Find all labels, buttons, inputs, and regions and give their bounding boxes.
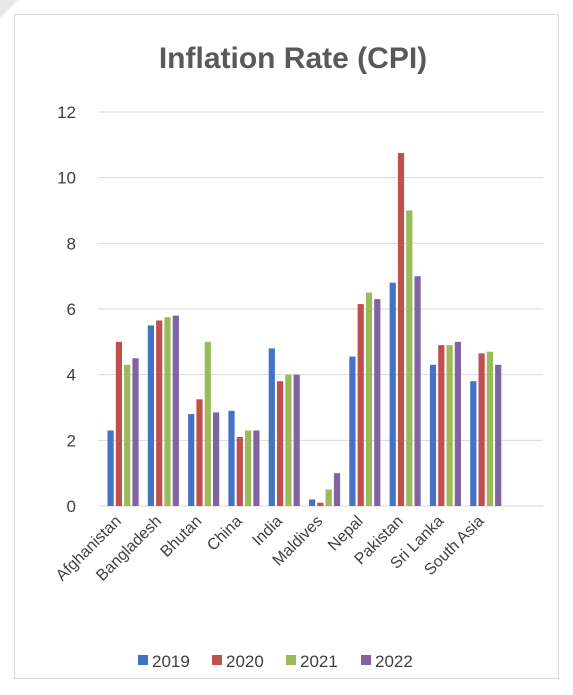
bar-china-2019 — [228, 410, 235, 506]
chart-title: Inflation Rate (CPI) — [159, 42, 427, 75]
bar-china-2021 — [245, 430, 252, 506]
legend-label-2022: 2022 — [375, 652, 413, 671]
bar-sri-lanka-2021 — [446, 345, 453, 506]
bar-pakistan-2022 — [414, 276, 421, 506]
bar-nepal-2020 — [357, 304, 364, 506]
bars — [107, 153, 502, 506]
bar-maldives-2020 — [317, 502, 324, 506]
bar-nepal-2019 — [349, 356, 356, 506]
bar-bhutan-2019 — [188, 414, 195, 506]
bar-bangladesh-2022 — [172, 315, 179, 506]
legend-swatch-2021 — [286, 655, 296, 665]
bar-bangladesh-2021 — [164, 317, 171, 506]
legend-swatch-2022 — [361, 655, 371, 665]
gridlines — [98, 111, 543, 507]
bar-india-2020 — [277, 381, 284, 506]
legend-swatch-2020 — [212, 655, 222, 665]
chart-frame — [14, 14, 559, 679]
bar-pakistan-2020 — [397, 153, 405, 506]
bar-maldives-2021 — [325, 489, 332, 506]
bar-sri-lanka-2022 — [454, 341, 461, 506]
corner-fold — [0, 0, 18, 18]
x-tick-label: China — [204, 513, 246, 555]
bar-pakistan-2021 — [406, 210, 413, 506]
x-tick-label: India — [249, 513, 286, 550]
y-tick-label: 8 — [67, 234, 76, 253]
bar-maldives-2019 — [309, 499, 316, 506]
bar-south-asia-2020 — [478, 353, 485, 506]
bar-bhutan-2020 — [196, 399, 203, 506]
y-axis-ticks: 0 2 4 6 8 10 12 — [57, 103, 76, 516]
bar-india-2022 — [293, 374, 300, 506]
bar-pakistan-2019 — [389, 282, 396, 506]
y-tick-label: 2 — [67, 431, 76, 450]
bar-nepal-2022 — [374, 299, 381, 506]
bar-bhutan-2022 — [213, 412, 220, 506]
bar-bhutan-2021 — [204, 341, 211, 506]
bar-maldives-2022 — [333, 473, 341, 506]
y-tick-label: 12 — [57, 103, 76, 122]
legend-label-2019: 2019 — [152, 652, 190, 671]
bar-india-2021 — [285, 374, 292, 506]
bar-nepal-2021 — [365, 292, 373, 506]
y-tick-label: 0 — [67, 497, 76, 516]
legend-label-2021: 2021 — [300, 652, 338, 671]
bar-china-2020 — [236, 437, 243, 506]
bar-india-2019 — [268, 348, 275, 506]
bar-afghanistan-2020 — [115, 341, 122, 506]
bar-south-asia-2021 — [486, 351, 493, 506]
y-tick-label: 6 — [67, 300, 76, 319]
bar-south-asia-2019 — [470, 381, 477, 506]
bar-sri-lanka-2020 — [438, 345, 445, 506]
bar-china-2022 — [253, 430, 260, 506]
y-tick-label: 4 — [67, 366, 76, 385]
legend-swatch-2019 — [138, 655, 148, 665]
bar-south-asia-2022 — [495, 364, 502, 506]
bar-afghanistan-2022 — [132, 358, 139, 506]
legend-label-2020: 2020 — [226, 652, 264, 671]
bar-afghanistan-2019 — [107, 430, 114, 506]
x-tick-label: Bhutan — [158, 513, 206, 561]
bar-sri-lanka-2019 — [429, 364, 437, 506]
y-tick-label: 10 — [57, 169, 76, 188]
bar-bangladesh-2020 — [156, 320, 163, 506]
bar-bangladesh-2019 — [147, 325, 154, 506]
legend: 2019 2020 2021 2022 — [138, 652, 413, 671]
bar-afghanistan-2021 — [124, 364, 131, 506]
